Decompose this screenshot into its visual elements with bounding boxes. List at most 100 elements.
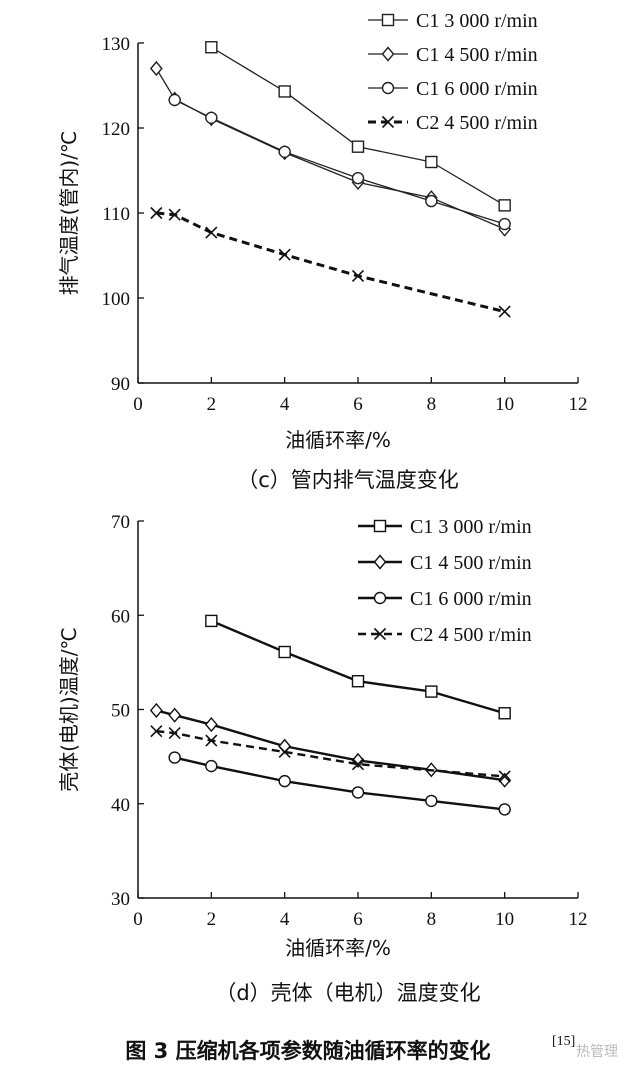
data-point [205, 614, 218, 628]
data-point [278, 248, 291, 261]
x-tick-label: 8 [427, 909, 437, 930]
data-point [351, 140, 365, 153]
series-c1-3-000-r/min [205, 614, 511, 720]
data-point [278, 774, 291, 788]
y-tick-label: 50 [111, 701, 130, 722]
data-point [205, 226, 218, 239]
data-point [498, 772, 512, 788]
data-point [425, 794, 438, 808]
y-tick-label: 70 [111, 512, 130, 533]
data-point [168, 751, 181, 764]
legend: C1 3 000 r/min C1 4 500 r/min C1 6 000 r/m… [358, 516, 532, 646]
legend-marker [381, 13, 395, 27]
x-tick-label: 6 [353, 394, 363, 415]
data-point [204, 716, 218, 733]
data-point [498, 217, 511, 231]
watermark: 热管理 [576, 1044, 618, 1060]
x-tick-label: 12 [569, 909, 588, 930]
x-tick-label: 10 [495, 909, 514, 930]
data-point [425, 194, 438, 208]
data-point [278, 85, 291, 98]
chart-caption: （d）壳体（电机）温度变化 [215, 981, 480, 1005]
legend-label: C1 4 500 r/min [410, 552, 532, 574]
y-axis-label: 排气温度(管内)/℃ [57, 131, 81, 296]
data-point [351, 758, 365, 771]
legend-label: C1 3 000 r/min [416, 10, 538, 32]
legend: C1 3 000 r/min C1 4 500 r/min C1 6 000 r/m… [368, 10, 538, 134]
data-point [150, 725, 163, 738]
data-point [168, 93, 181, 107]
data-point [205, 41, 218, 54]
series-line [156, 211, 506, 314]
data-point [425, 685, 438, 698]
series-c2-4-500-r/min [150, 725, 511, 783]
legend-label: C2 4 500 r/min [416, 112, 538, 134]
legend-label: C1 3 000 r/min [410, 516, 532, 538]
x-tick-label: 2 [207, 909, 217, 930]
data-point [498, 770, 511, 783]
data-point [351, 786, 365, 799]
data-point [351, 171, 365, 185]
series-c2-4-500-r/min [150, 206, 511, 318]
y-axis-label: 壳体(电机)温度/℃ [57, 627, 81, 792]
data-point [205, 734, 218, 747]
data-point [278, 745, 291, 758]
chart-caption: （c）管内排气温度变化 [237, 468, 459, 492]
y-tick-label: 110 [102, 204, 130, 225]
legend-label: C1 6 000 r/min [410, 588, 532, 610]
x-axis-label: 油循环率/% [285, 936, 391, 960]
legend-label: C1 6 000 r/min [416, 78, 538, 100]
legend-label: C1 4 500 r/min [416, 44, 538, 66]
x-tick-label: 10 [495, 394, 514, 415]
y-tick-label: 40 [111, 795, 130, 816]
series-line [156, 729, 505, 778]
x-tick-label: 8 [427, 394, 437, 415]
y-tick-label: 90 [111, 374, 130, 395]
data-point [498, 803, 511, 816]
data-point [168, 726, 181, 740]
data-point [149, 60, 163, 77]
y-tick-label: 130 [102, 34, 131, 55]
series-c1-6-000-r/min [168, 93, 511, 231]
x-tick-label: 4 [280, 909, 290, 930]
x-tick-label: 0 [133, 394, 143, 415]
legend-label: C2 4 500 r/min [410, 624, 532, 646]
data-point [168, 208, 181, 221]
series-c1-6-000-r/min [168, 751, 511, 816]
figure-reference: [15] [552, 1034, 575, 1049]
legend-marker [381, 115, 395, 129]
legend-marker [373, 627, 387, 641]
chart-d: 0 2 4 6 8 10 12 30 40 50 60 70 油循环率/% 壳体(电机)温度/℃ （d）壳体… [57, 512, 588, 1005]
x-tick-label: 0 [133, 909, 143, 930]
data-point [149, 702, 163, 719]
data-point [351, 675, 365, 688]
data-point [498, 305, 511, 318]
legend-marker [373, 591, 387, 605]
data-point [278, 645, 291, 659]
x-tick-label: 6 [353, 909, 363, 930]
y-tick-label: 120 [102, 119, 131, 140]
data-point [498, 707, 511, 720]
x-tick-label: 2 [207, 394, 217, 415]
data-point [498, 199, 511, 212]
series-c1-3-000-r/min [205, 41, 511, 212]
data-point [168, 707, 182, 723]
legend-marker [373, 519, 387, 533]
y-tick-label: 30 [111, 889, 130, 910]
series-c1-4-500-r/min [149, 702, 512, 788]
data-point [278, 145, 291, 159]
x-tick-label: 4 [280, 394, 290, 415]
data-point [205, 759, 218, 773]
legend-marker [381, 81, 395, 95]
x-axis-label: 油循环率/% [285, 428, 391, 452]
y-tick-label: 60 [111, 606, 130, 627]
y-tick-label: 100 [102, 289, 131, 310]
series-line [174, 99, 505, 225]
legend-marker [373, 554, 387, 570]
x-tick-label: 12 [569, 394, 588, 415]
data-point [205, 111, 218, 125]
data-point [150, 206, 163, 220]
figure-caption: 图 3 压缩机各项参数随油循环率的变化 [125, 1039, 490, 1063]
data-point [351, 269, 365, 282]
